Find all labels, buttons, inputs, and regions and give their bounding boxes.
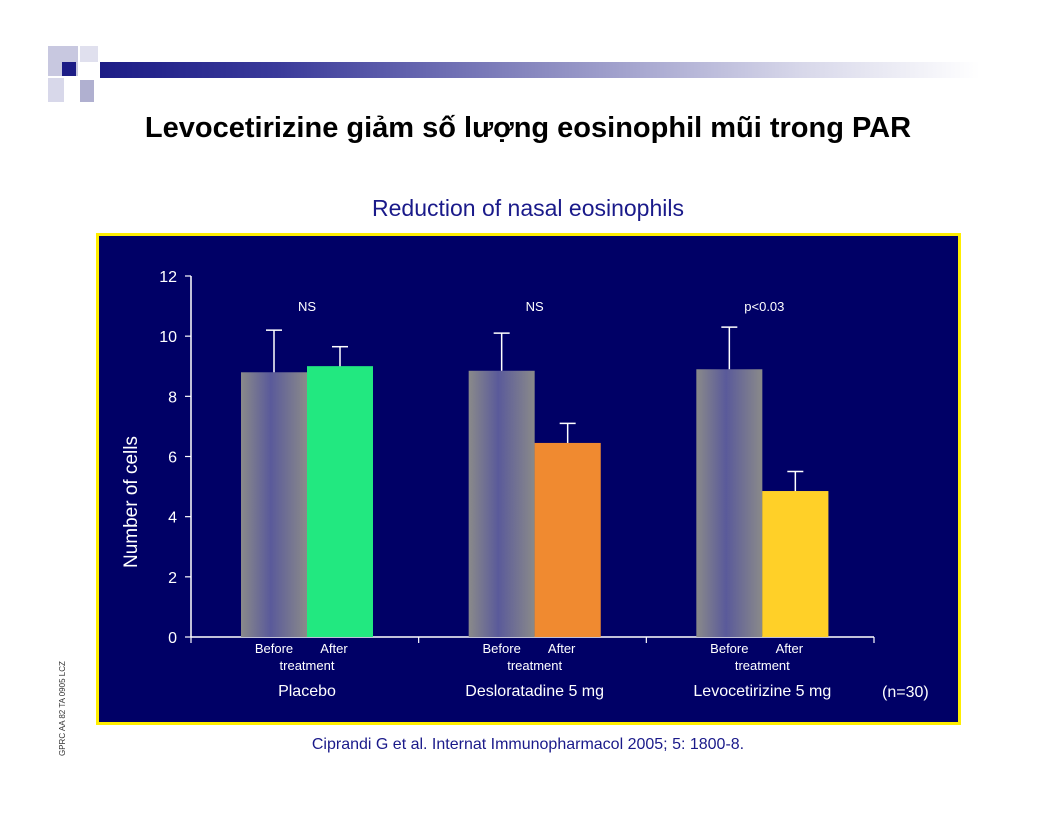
header-square-mid-2 bbox=[80, 80, 94, 102]
after-label: After bbox=[320, 641, 348, 656]
y-tick-label: 10 bbox=[159, 329, 177, 346]
significance-label: NS bbox=[526, 299, 544, 314]
bar-after-shade bbox=[534, 442, 601, 637]
y-tick-label: 12 bbox=[159, 269, 177, 286]
y-tick-label: 8 bbox=[168, 389, 177, 406]
y-tick-label: 6 bbox=[168, 450, 177, 467]
before-label: Before bbox=[483, 641, 521, 656]
significance-label: NS bbox=[298, 299, 316, 314]
sample-size-note: (n=30) bbox=[882, 684, 929, 701]
y-tick-label: 2 bbox=[168, 570, 177, 587]
treatment-label: treatment bbox=[280, 658, 335, 673]
bar-after-shade bbox=[762, 491, 829, 637]
before-label: Before bbox=[710, 641, 748, 656]
treatment-label: treatment bbox=[507, 658, 562, 673]
bar-after-shade bbox=[307, 366, 373, 637]
chart-panel: 0 2 4 6 8 10 12 NS Before After treatment Placebo N… bbox=[96, 233, 961, 725]
citation: Ciprandi G et al. Internat Immunopharmac… bbox=[311, 736, 745, 753]
bar-before bbox=[696, 369, 763, 637]
y-tick-label: 0 bbox=[168, 630, 177, 647]
treatment-label: treatment bbox=[735, 658, 790, 673]
header-gradient-band bbox=[100, 62, 980, 78]
y-axis-label: Number of cells bbox=[121, 436, 142, 568]
group-label: Levocetirizine 5 mg bbox=[693, 683, 831, 700]
group-label: Desloratadine 5 mg bbox=[465, 683, 604, 700]
bar-chart: 0 2 4 6 8 10 12 NS Before After treatment Placebo N… bbox=[121, 269, 929, 701]
header-square-dark bbox=[62, 62, 76, 76]
group-label: Placebo bbox=[278, 683, 336, 700]
header-square-mid bbox=[80, 46, 98, 62]
bar-before bbox=[468, 370, 535, 637]
bar-before bbox=[241, 372, 307, 637]
chart-title: Reduction of nasal eosinophils bbox=[372, 195, 684, 221]
y-tick-label: 4 bbox=[168, 510, 177, 527]
significance-label: p<0.03 bbox=[744, 299, 784, 314]
before-label: Before bbox=[255, 641, 293, 656]
after-label: After bbox=[548, 641, 576, 656]
after-label: After bbox=[776, 641, 804, 656]
header-square-light-2 bbox=[48, 78, 64, 102]
slide-code: GPRC AA 82 TA 0905 LCZ bbox=[58, 661, 67, 756]
slide-title: Levocetirizine giảm số lượng eosinophil … bbox=[144, 112, 912, 144]
